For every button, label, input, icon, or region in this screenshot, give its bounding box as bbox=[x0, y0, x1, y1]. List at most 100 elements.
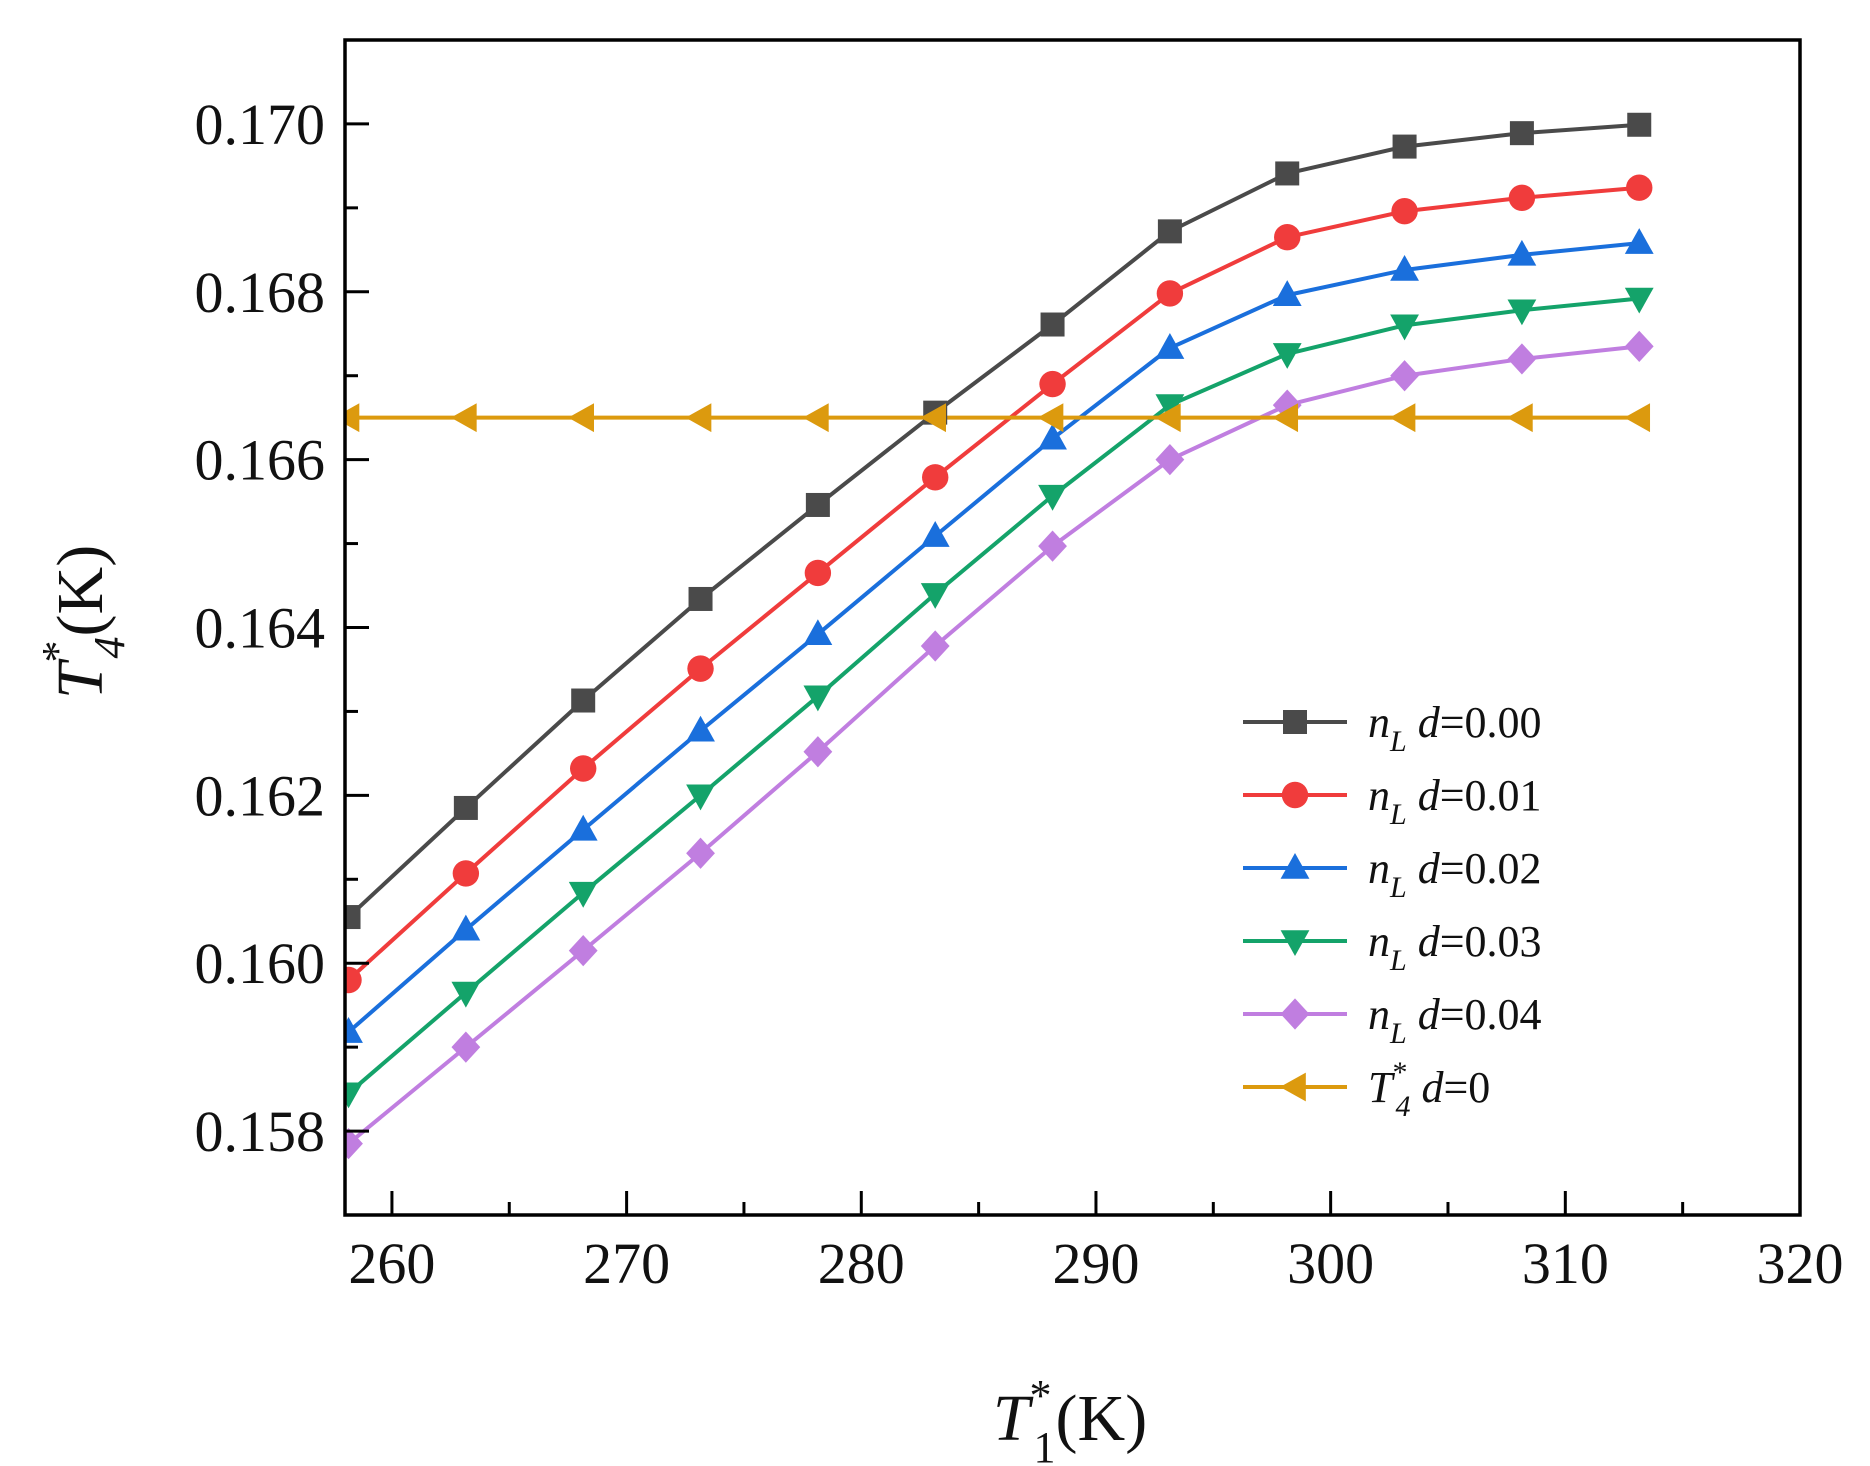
data-point-s5-p2 bbox=[568, 403, 594, 433]
x-tick-label: 300 bbox=[1287, 1231, 1374, 1296]
legend-var: d bbox=[1407, 844, 1441, 893]
series-lines bbox=[347, 122, 1640, 1146]
legend-var: d bbox=[1407, 698, 1441, 747]
data-point-s1-p10 bbox=[1508, 184, 1536, 211]
legend-marker-1 bbox=[1281, 781, 1309, 809]
legend-marker-0 bbox=[1283, 710, 1307, 734]
data-point-s0-p0 bbox=[345, 905, 361, 930]
data-point-s1-p8 bbox=[1274, 224, 1301, 251]
x-tick-label: 270 bbox=[583, 1231, 670, 1296]
x-tick-label: 280 bbox=[818, 1231, 905, 1296]
y-axis-sub: 4 bbox=[85, 636, 134, 658]
data-point-s5-p3 bbox=[685, 403, 712, 433]
y-tick-label: 0.158 bbox=[195, 1099, 326, 1164]
y-axis-title: T*4(K) bbox=[33, 545, 134, 699]
data-point-s5-p8 bbox=[1272, 403, 1299, 433]
data-point-s2-p0 bbox=[345, 1017, 363, 1043]
legend-symbol: n bbox=[1368, 771, 1390, 820]
data-point-s3-p6 bbox=[1038, 484, 1067, 511]
data-point-s4-p1 bbox=[451, 1031, 481, 1063]
data-point-s0-p6 bbox=[1040, 312, 1065, 337]
y-tick-label: 0.166 bbox=[195, 428, 326, 493]
data-point-s1-p0 bbox=[345, 966, 362, 994]
legend-var: d bbox=[1407, 990, 1441, 1039]
series-line-0 bbox=[347, 122, 1640, 919]
data-point-s4-p2 bbox=[568, 935, 598, 967]
data-point-s4-p5 bbox=[920, 630, 950, 662]
legend-sub: 4 bbox=[1395, 1090, 1410, 1123]
data-point-s2-p5 bbox=[920, 521, 950, 547]
data-point-s5-p7 bbox=[1154, 403, 1181, 433]
x-tick-label: 320 bbox=[1757, 1231, 1844, 1296]
data-point-s0-p11 bbox=[1627, 112, 1652, 137]
legend-value: =0.02 bbox=[1440, 844, 1542, 893]
data-point-s4-p6 bbox=[1038, 530, 1067, 562]
legend-var: d bbox=[1407, 771, 1441, 820]
data-point-s4-p3 bbox=[686, 837, 715, 869]
series-line-3 bbox=[347, 296, 1640, 1095]
y-tick-label: 0.160 bbox=[195, 931, 326, 996]
y-axis-sup: * bbox=[33, 640, 82, 662]
legend-sub: L bbox=[1389, 871, 1407, 904]
legend-label-2: nL d=0.02 bbox=[1368, 844, 1542, 904]
y-tick-label: 0.164 bbox=[195, 596, 326, 661]
legend-var: d bbox=[1410, 1063, 1444, 1112]
data-point-s2-p7 bbox=[1155, 333, 1185, 359]
x-axis-sup: * bbox=[1030, 1371, 1052, 1420]
legend-symbol: n bbox=[1368, 844, 1390, 893]
legend-symbol: T bbox=[1368, 1063, 1396, 1112]
data-point-s2-p3 bbox=[686, 715, 715, 742]
data-point-s3-p5 bbox=[920, 583, 950, 609]
legend-marker-4 bbox=[1280, 998, 1310, 1030]
legend-label-5: T* 4 d=0 bbox=[1368, 1056, 1490, 1123]
legend-sub: L bbox=[1389, 798, 1407, 831]
data-point-s3-p11 bbox=[1624, 287, 1654, 314]
data-point-s0-p2 bbox=[571, 688, 596, 713]
data-point-s4-p8 bbox=[1272, 389, 1302, 421]
legend-var: d bbox=[1407, 917, 1441, 966]
x-axis-sub: 1 bbox=[1034, 1423, 1056, 1466]
data-point-s2-p1 bbox=[451, 914, 481, 941]
data-point-s2-p6 bbox=[1038, 423, 1067, 450]
legend-label-3: nL d=0.03 bbox=[1368, 917, 1542, 977]
data-point-s2-p8 bbox=[1272, 280, 1302, 306]
x-axis-symbol: T bbox=[993, 1382, 1034, 1455]
legend-sup: * bbox=[1392, 1056, 1407, 1089]
y-tick-label: 0.162 bbox=[195, 763, 326, 828]
data-point-s1-p7 bbox=[1156, 280, 1184, 307]
data-point-s3-p7 bbox=[1155, 394, 1185, 421]
legend-label-0: nL d=0.00 bbox=[1368, 698, 1542, 758]
data-point-s0-p9 bbox=[1392, 134, 1417, 159]
y-tick-label: 0.170 bbox=[195, 92, 326, 157]
data-point-s2-p9 bbox=[1390, 254, 1419, 281]
data-point-s1-p2 bbox=[569, 755, 597, 782]
legend-symbol: n bbox=[1368, 698, 1390, 747]
data-point-s1-p11 bbox=[1626, 174, 1653, 201]
data-point-s4-p0 bbox=[345, 1128, 363, 1160]
data-point-s4-p7 bbox=[1155, 444, 1185, 476]
legend-sub: L bbox=[1389, 1017, 1407, 1050]
data-point-s3-p3 bbox=[686, 784, 715, 811]
data-point-s3-p9 bbox=[1390, 314, 1419, 341]
data-point-s2-p11 bbox=[1624, 228, 1654, 254]
data-point-s3-p1 bbox=[451, 981, 481, 1008]
data-point-s0-p3 bbox=[688, 586, 713, 611]
legend-value: =0.03 bbox=[1440, 917, 1542, 966]
legend-sub: L bbox=[1389, 725, 1407, 758]
data-point-s0-p4 bbox=[805, 492, 830, 517]
series-line-4 bbox=[347, 344, 1640, 1146]
data-point-s2-p10 bbox=[1507, 239, 1537, 266]
series-line-1 bbox=[347, 185, 1640, 982]
data-point-s5-p1 bbox=[450, 403, 477, 433]
data-point-s4-p11 bbox=[1624, 330, 1654, 362]
legend-symbol: n bbox=[1368, 990, 1390, 1039]
data-point-s5-p6 bbox=[1037, 403, 1064, 433]
axes: 260 270 280 290 300 310 320 0.158 0.160 0.162 0.16… bbox=[195, 38, 1844, 1296]
legend-label-1: nL d=0.01 bbox=[1368, 771, 1542, 831]
legend-label-4: nL d=0.04 bbox=[1368, 990, 1542, 1050]
y-axis-symbol: T bbox=[44, 658, 117, 699]
data-point-s1-p6 bbox=[1039, 370, 1066, 398]
data-point-s5-p9 bbox=[1389, 403, 1416, 433]
data-point-s2-p4 bbox=[803, 619, 833, 646]
data-point-s3-p8 bbox=[1272, 343, 1302, 369]
